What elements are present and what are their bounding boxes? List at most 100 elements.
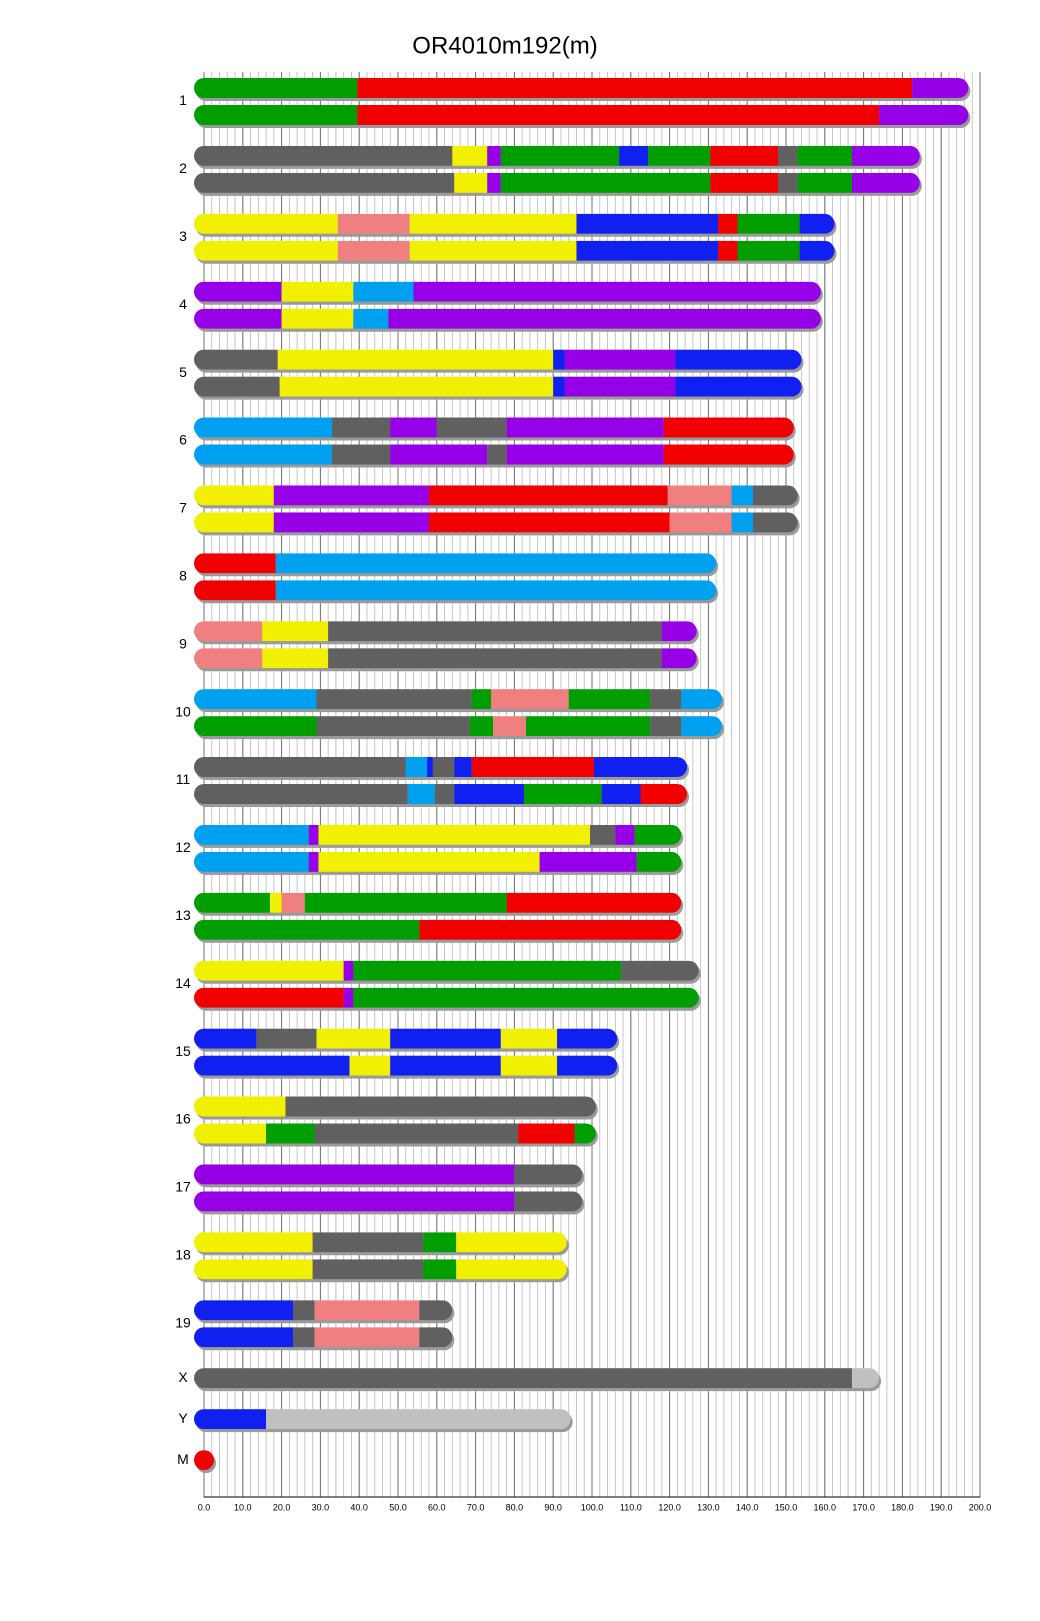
chromosome-label: 9 bbox=[179, 635, 187, 651]
segment bbox=[564, 349, 676, 370]
segment bbox=[266, 1409, 571, 1430]
segment bbox=[413, 281, 821, 302]
segment bbox=[293, 1300, 315, 1321]
segment bbox=[349, 1055, 391, 1076]
segment bbox=[275, 553, 717, 574]
haplotype bbox=[194, 1450, 214, 1471]
segment bbox=[194, 987, 344, 1008]
chromosome-label: 4 bbox=[179, 296, 187, 312]
segment bbox=[419, 1327, 453, 1348]
segment bbox=[269, 892, 282, 913]
segment bbox=[500, 145, 620, 166]
x-tick-label: 10.0 bbox=[234, 1502, 252, 1512]
segment bbox=[194, 757, 406, 777]
segment bbox=[266, 1123, 315, 1144]
chromosome-label: 14 bbox=[175, 975, 191, 991]
segment bbox=[526, 716, 651, 737]
haplotype bbox=[194, 213, 835, 234]
segment bbox=[568, 689, 651, 710]
segment bbox=[357, 105, 880, 125]
haplotype bbox=[194, 376, 802, 397]
x-tick-label: 60.0 bbox=[428, 1502, 446, 1512]
segment bbox=[194, 240, 338, 261]
haplotype bbox=[194, 892, 682, 913]
haplotype bbox=[194, 78, 969, 98]
segment bbox=[681, 689, 722, 710]
haplotype bbox=[194, 1028, 618, 1049]
chromosome-label: 6 bbox=[179, 432, 187, 448]
segment bbox=[434, 784, 455, 804]
segment bbox=[851, 145, 920, 166]
segment bbox=[256, 1028, 317, 1049]
segment bbox=[590, 824, 616, 845]
segment bbox=[737, 240, 800, 261]
segment bbox=[328, 648, 662, 669]
segment bbox=[778, 145, 798, 166]
segment bbox=[429, 485, 668, 506]
segment bbox=[262, 648, 329, 669]
segment bbox=[353, 987, 699, 1008]
segment bbox=[514, 1191, 583, 1212]
segment bbox=[194, 308, 282, 329]
segment bbox=[409, 213, 577, 234]
x-tick-label: 160.0 bbox=[814, 1502, 837, 1512]
segment bbox=[390, 444, 488, 465]
segment bbox=[194, 1232, 313, 1253]
segment bbox=[390, 1028, 501, 1049]
haplotype bbox=[194, 512, 798, 533]
segment bbox=[557, 1055, 618, 1076]
segment bbox=[454, 172, 488, 193]
segment bbox=[285, 1096, 596, 1117]
segment bbox=[332, 417, 391, 438]
haplotype bbox=[194, 621, 697, 642]
haplotype bbox=[194, 1123, 596, 1144]
chromosome-label: 17 bbox=[175, 1179, 191, 1195]
segment bbox=[634, 824, 682, 845]
segment bbox=[456, 1259, 567, 1280]
segment bbox=[194, 1055, 350, 1076]
segment bbox=[314, 1123, 519, 1144]
segment bbox=[194, 1096, 286, 1117]
x-tick-label: 130.0 bbox=[697, 1502, 720, 1512]
segment bbox=[281, 308, 354, 329]
segment bbox=[436, 417, 507, 438]
x-tick-label: 140.0 bbox=[736, 1502, 759, 1512]
chromosome-label: 11 bbox=[176, 771, 191, 787]
segment bbox=[194, 145, 453, 166]
segment bbox=[423, 1232, 457, 1253]
haplotype bbox=[194, 824, 682, 845]
chromosome-label: M bbox=[177, 1451, 189, 1467]
segment bbox=[194, 824, 309, 845]
segment bbox=[506, 417, 664, 438]
segment bbox=[879, 105, 969, 125]
segment bbox=[661, 648, 697, 669]
segment bbox=[194, 1300, 294, 1321]
haplotype bbox=[194, 308, 821, 329]
chart-title: OR4010m192(m) bbox=[412, 32, 597, 59]
segment bbox=[194, 1259, 313, 1280]
haplotype bbox=[194, 1164, 583, 1185]
segment bbox=[710, 145, 779, 166]
segment bbox=[663, 444, 794, 465]
haplotype bbox=[194, 1259, 567, 1280]
segment bbox=[471, 757, 594, 777]
x-tick-label: 80.0 bbox=[506, 1502, 524, 1512]
segment bbox=[194, 892, 270, 913]
x-tick-label: 190.0 bbox=[930, 1502, 953, 1512]
segment bbox=[454, 757, 472, 777]
segment bbox=[518, 1123, 575, 1144]
segment bbox=[316, 716, 470, 737]
segment bbox=[353, 960, 622, 981]
segment bbox=[279, 376, 554, 397]
segment bbox=[640, 784, 688, 804]
segment bbox=[737, 213, 800, 234]
segment bbox=[194, 689, 317, 710]
haplotype bbox=[194, 1055, 618, 1076]
haplotype bbox=[194, 172, 920, 193]
haplotype bbox=[194, 553, 717, 574]
x-tick-label: 20.0 bbox=[273, 1502, 291, 1512]
segment bbox=[669, 512, 732, 533]
segment bbox=[194, 78, 358, 98]
segment bbox=[675, 349, 802, 370]
